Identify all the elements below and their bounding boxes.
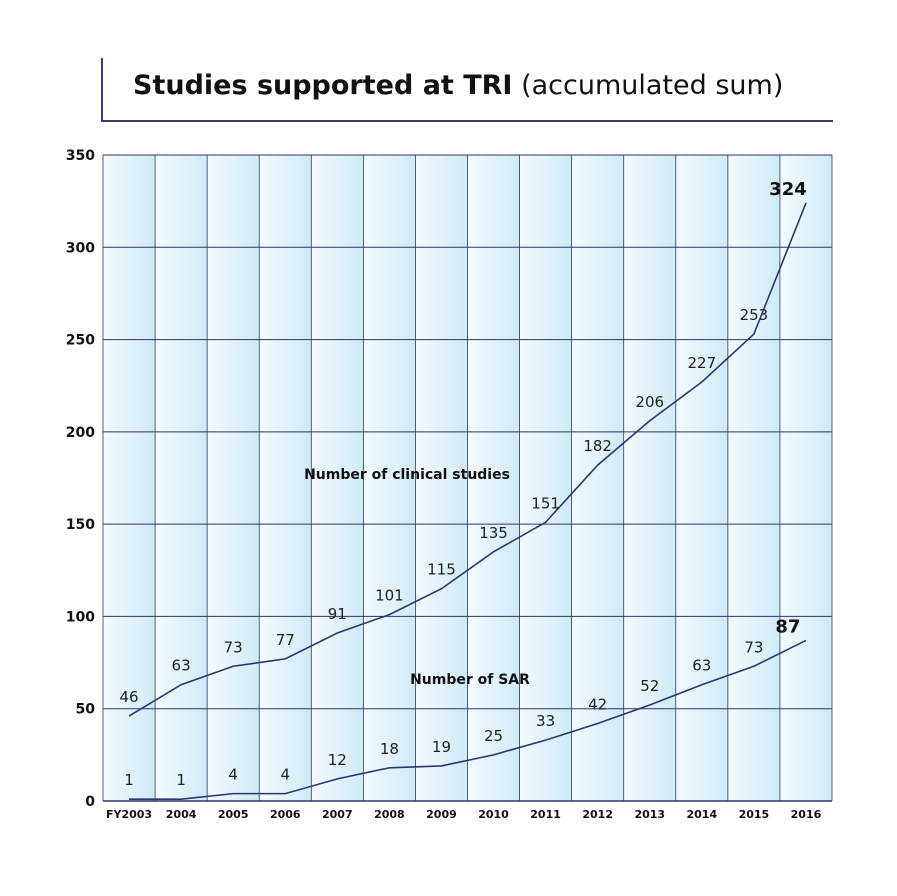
- data-label: 206: [635, 393, 664, 411]
- data-label: 63: [172, 657, 191, 675]
- data-label: 52: [640, 677, 659, 695]
- column-band: [103, 155, 156, 801]
- data-label: 151: [531, 494, 560, 512]
- data-label: 253: [740, 306, 769, 324]
- grid-lines: [102, 154, 833, 802]
- data-label: 25: [484, 727, 503, 745]
- x-tick-label: 2014: [687, 808, 718, 821]
- series-name-label: Number of clinical studies: [304, 467, 510, 483]
- data-label: 18: [380, 740, 399, 758]
- data-labels: 46 63 73 77 91 101 115 135 151 182 206 227 253 324 1 1 4…: [119, 179, 806, 789]
- data-label: 87: [775, 616, 800, 637]
- column-band: [155, 155, 208, 801]
- data-label: 33: [536, 712, 555, 730]
- y-tick-label: 50: [76, 702, 96, 718]
- column-band: [259, 155, 312, 801]
- column-band: [779, 155, 832, 801]
- x-tick-label: 2008: [374, 808, 405, 821]
- data-label: 46: [119, 688, 138, 706]
- series-line: [129, 639, 807, 800]
- data-label: 42: [588, 695, 607, 713]
- data-label: 182: [583, 437, 612, 455]
- column-band: [675, 155, 728, 801]
- column-band: [519, 155, 572, 801]
- column-band: [623, 155, 676, 801]
- y-tick-label: 200: [66, 425, 95, 441]
- x-tick-label: 2016: [791, 808, 822, 821]
- data-label: 4: [228, 766, 238, 784]
- column-band: [467, 155, 520, 801]
- y-tick-label: 0: [85, 794, 95, 810]
- x-axis-ticks: FY2003 2004 2005 2006 2007 2008 2009 2010 2011 20…: [106, 808, 822, 821]
- column-band: [415, 155, 468, 801]
- data-label: 77: [276, 631, 295, 649]
- column-band: [311, 155, 364, 801]
- y-tick-label: 100: [66, 609, 95, 625]
- x-tick-label: 2004: [166, 808, 197, 821]
- y-tick-label: 350: [66, 148, 95, 164]
- y-axis-ticks: 0 50 100 150 200 250 300 350: [66, 148, 95, 810]
- x-tick-label: 2006: [270, 808, 301, 821]
- data-label: 73: [744, 638, 763, 656]
- chart-title-main: Studies supported at TRI: [133, 70, 513, 101]
- y-tick-label: 300: [66, 240, 95, 256]
- x-tick-label: 2012: [582, 808, 613, 821]
- chart-title: Studies supported at TRI (accumulated su…: [133, 70, 783, 101]
- data-label: 4: [280, 766, 290, 784]
- y-tick-label: 150: [66, 517, 95, 533]
- data-label: 324: [769, 179, 807, 200]
- x-tick-label: 2015: [739, 808, 770, 821]
- x-tick-label: FY2003: [106, 808, 152, 821]
- data-label: 91: [328, 605, 347, 623]
- data-label: 115: [427, 561, 456, 579]
- data-label: 135: [479, 524, 508, 542]
- column-band: [571, 155, 624, 801]
- column-band: [363, 155, 416, 801]
- data-label: 73: [224, 638, 243, 656]
- data-label: 1: [176, 771, 186, 789]
- data-label: 227: [688, 354, 717, 372]
- x-tick-label: 2010: [478, 808, 509, 821]
- data-label: 101: [375, 587, 404, 605]
- series-names: Number of clinical studies Number of SAR: [304, 467, 530, 688]
- data-label: 19: [432, 738, 451, 756]
- background-bands: [103, 155, 832, 801]
- title-bar: Studies supported at TRI (accumulated su…: [101, 58, 833, 122]
- column-band: [727, 155, 780, 801]
- chart-subtitle: (accumulated sum): [521, 70, 784, 101]
- x-tick-label: 2013: [634, 808, 665, 821]
- x-tick-label: 2005: [218, 808, 249, 821]
- column-band: [207, 155, 260, 801]
- x-tick-label: 2009: [426, 808, 457, 821]
- y-tick-label: 250: [66, 333, 95, 349]
- data-label: 12: [328, 751, 347, 769]
- data-label: 1: [124, 771, 134, 789]
- data-label: 63: [692, 657, 711, 675]
- x-tick-label: 2011: [530, 808, 561, 821]
- series-lines: [128, 202, 807, 800]
- series-name-label: Number of SAR: [410, 672, 530, 688]
- series-line: [128, 202, 807, 717]
- x-tick-label: 2007: [322, 808, 353, 821]
